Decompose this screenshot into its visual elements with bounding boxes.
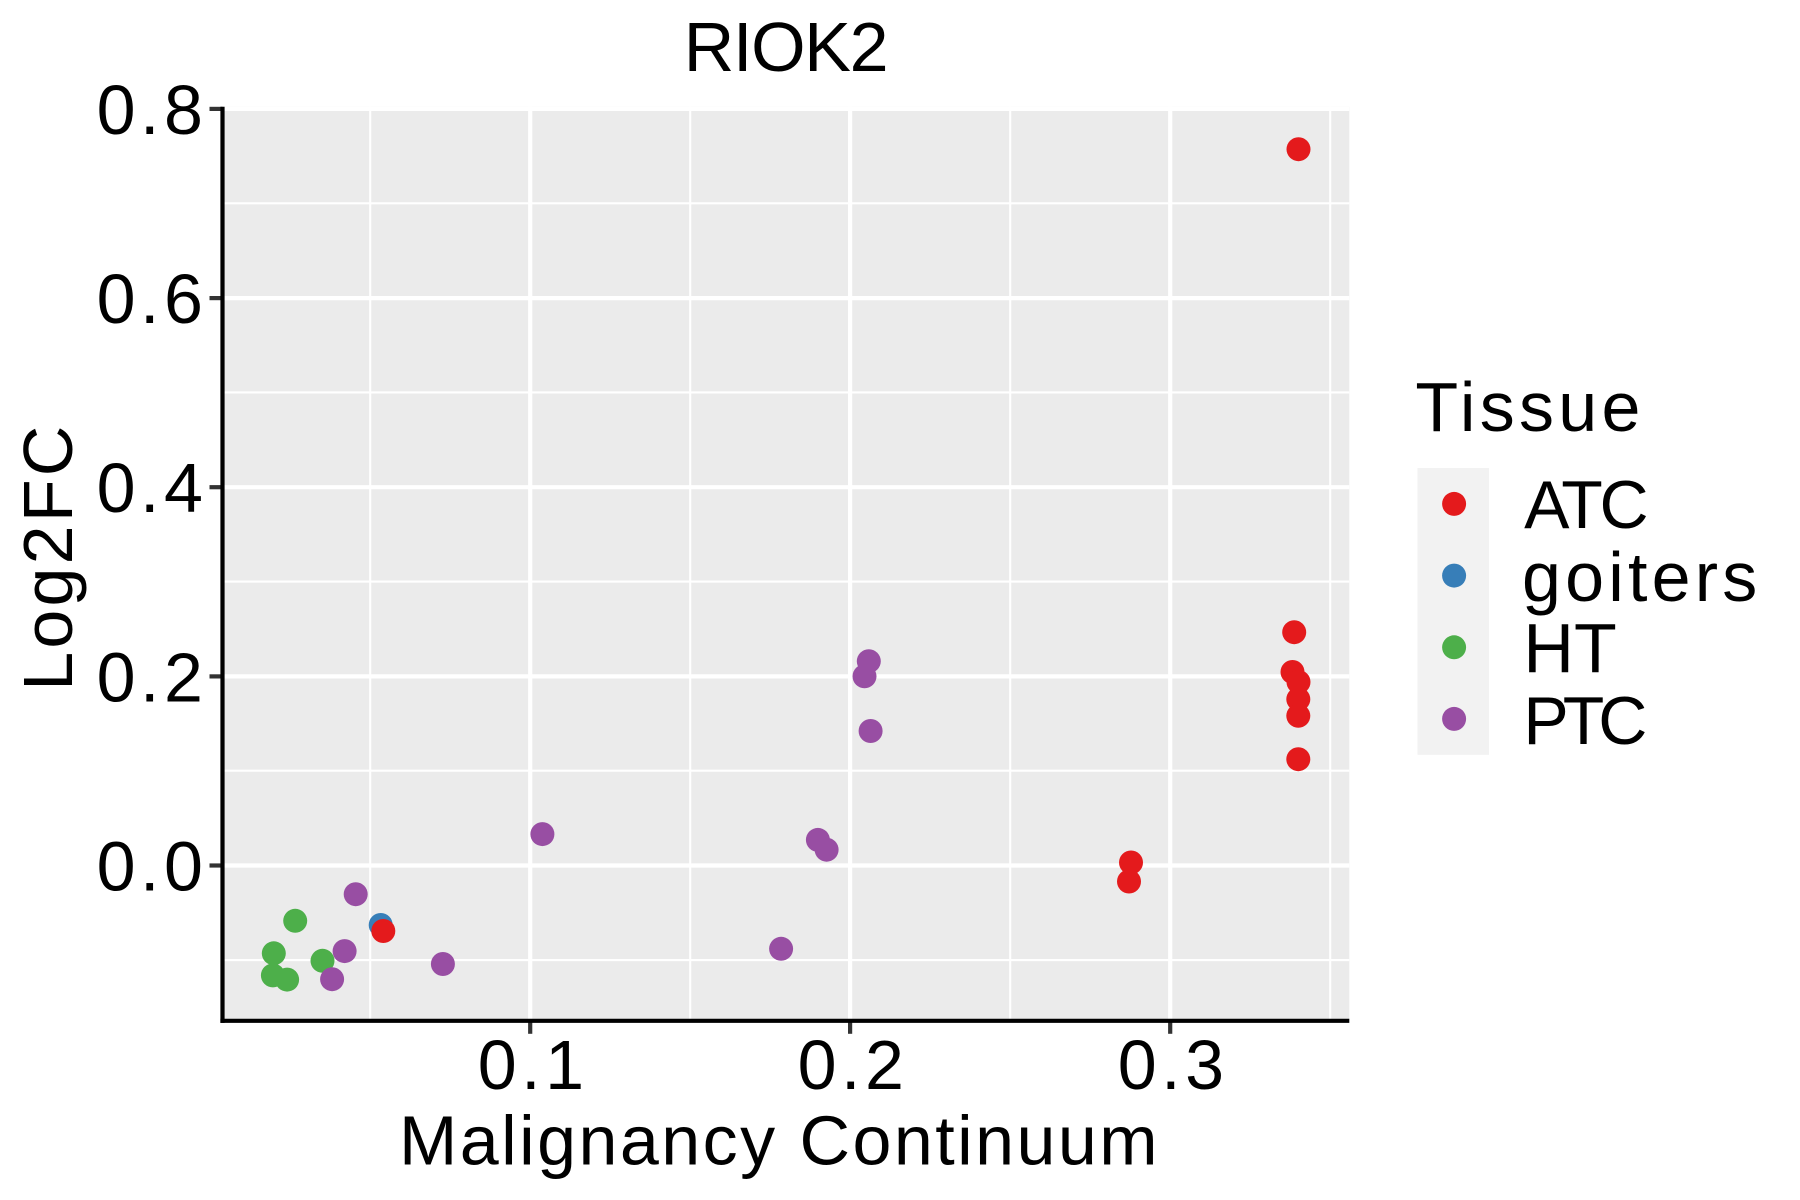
svg-text:goiters: goiters (1522, 538, 1762, 616)
svg-text:0.0: 0.0 (97, 828, 208, 906)
svg-text:Log2FC: Log2FC (9, 422, 87, 690)
svg-text:0.3: 0.3 (1118, 1026, 1229, 1104)
svg-text:0.2: 0.2 (97, 638, 208, 716)
svg-text:0.8: 0.8 (97, 71, 208, 149)
svg-text:0.6: 0.6 (97, 260, 208, 338)
svg-text:ATC: ATC (1524, 467, 1646, 543)
svg-text:Tissue: Tissue (1415, 368, 1644, 446)
svg-text:0.2: 0.2 (798, 1026, 909, 1104)
svg-text:Malignancy Continuum: Malignancy Continuum (399, 1101, 1160, 1179)
svg-text:0.4: 0.4 (97, 449, 208, 527)
svg-text:PTC: PTC (1523, 683, 1645, 759)
svg-text:HT: HT (1523, 609, 1616, 687)
svg-text:0.1: 0.1 (478, 1026, 589, 1104)
svg-text:RIOK2: RIOK2 (684, 8, 888, 86)
